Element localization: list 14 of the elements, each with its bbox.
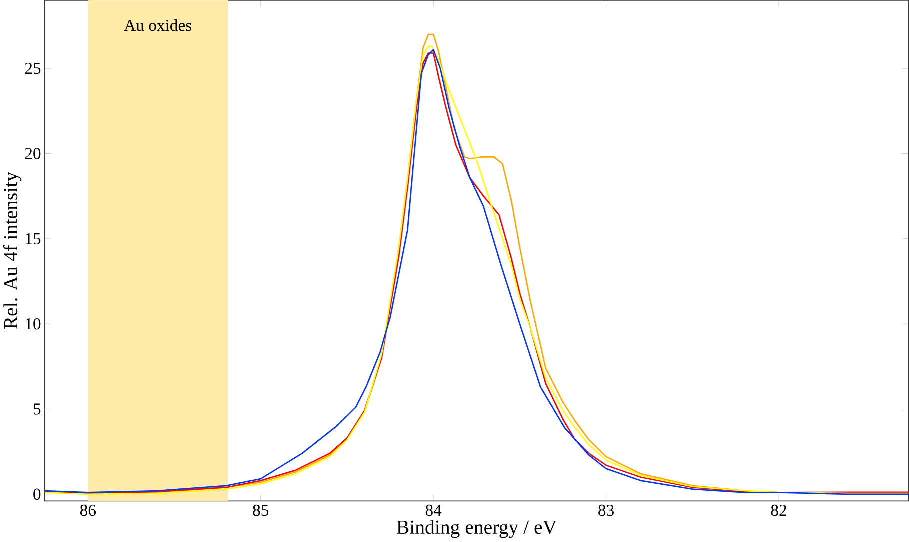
y-tick-label: 10 [26, 318, 41, 330]
y-tick-label: 20 [25, 148, 41, 160]
band-label: Au oxides [124, 20, 192, 32]
x-tick-label: 84 [426, 505, 442, 516]
y-tick-label: 15 [26, 234, 41, 245]
x-tick-label: 85 [253, 505, 269, 516]
y-axis-title: Rel. Au 4f intensity [3, 172, 22, 330]
y-tick-label: 0 [34, 488, 41, 500]
x-tick-label: 82 [771, 505, 786, 516]
y-tick-label: 5 [34, 404, 41, 415]
x-axis-title: Binding energy / eV [396, 520, 557, 538]
x-tick-label: 86 [80, 505, 96, 516]
x-tick-label: 83 [598, 505, 614, 516]
y-tick-label: 25 [25, 63, 41, 74]
